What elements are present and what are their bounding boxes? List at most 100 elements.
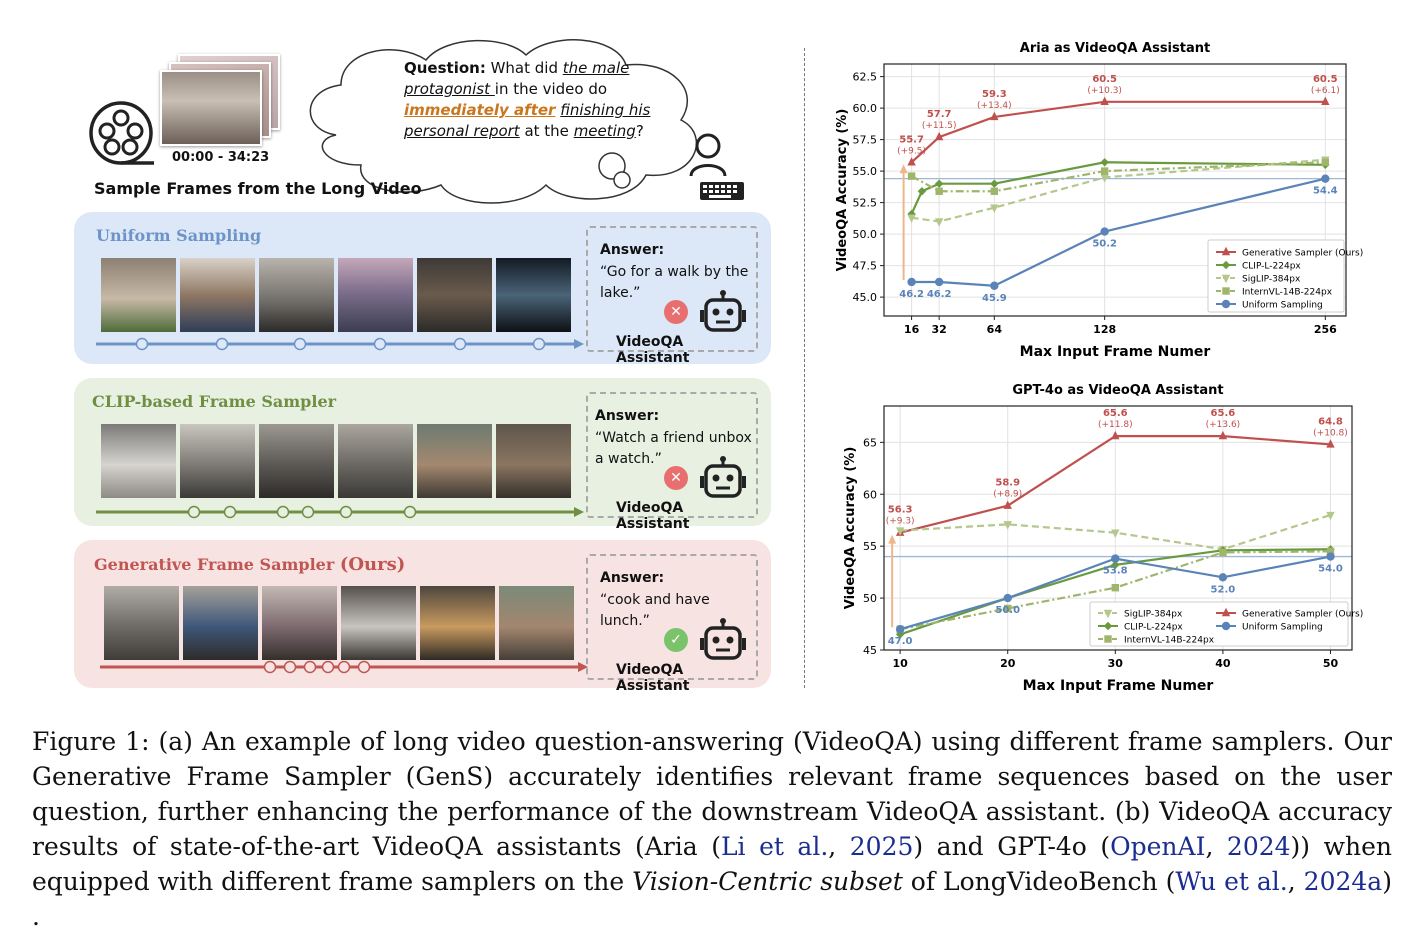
frame-strip <box>104 586 574 660</box>
question-underline: the male protagonist <box>404 59 630 98</box>
legend-box <box>1207 239 1345 313</box>
answer-box: Answer: “Go for a walk by the lake.” ✕ V… <box>586 226 758 366</box>
data-point <box>1218 573 1228 582</box>
y-tick-label: 50.0 <box>853 228 878 241</box>
data-label: 54.4 <box>1313 186 1338 197</box>
answer-box: Answer: “Watch a friend unbox a watch.” … <box>586 392 758 532</box>
frame-strip <box>101 258 571 332</box>
data-point <box>907 209 916 219</box>
frame-strip <box>101 424 571 498</box>
legend-label: Uniform Sampling <box>1242 301 1323 311</box>
y-axis-label: VideoQA Accuracy (%) <box>843 447 858 610</box>
answer-label: Answer: <box>600 570 665 586</box>
series-internvl <box>907 158 1330 195</box>
caption-text: , <box>1287 867 1304 896</box>
caption-text: ) . <box>32 867 1392 931</box>
data-label: 47.0 <box>888 636 913 647</box>
citation-link[interactable]: Li et al. <box>720 832 829 861</box>
panel-title-ours: (Ours) <box>339 554 406 575</box>
series-uniform <box>907 174 1330 290</box>
chart-title: GPT-4o as VideoQA Assistant <box>1012 383 1223 398</box>
question-label: Question: <box>404 59 486 77</box>
legend-label: CLIP-L-224px <box>1242 262 1301 272</box>
data-point <box>990 179 999 188</box>
delta-label: (+10.3) <box>1087 86 1122 96</box>
data-point <box>1100 167 1109 175</box>
y-tick-label: 57.5 <box>853 134 878 147</box>
video-frame <box>183 586 258 660</box>
citation-link[interactable]: Wu et al. <box>1175 867 1288 896</box>
x-tick-label: 16 <box>904 323 920 336</box>
data-point <box>1326 439 1335 448</box>
film-reel-icon <box>89 101 154 165</box>
x-tick-label: 128 <box>1093 323 1116 336</box>
data-label: 46.2 <box>927 289 952 300</box>
citation-link[interactable]: 2024 <box>1226 832 1291 861</box>
improvement-arrowhead <box>888 534 897 544</box>
robot-icon <box>700 290 746 332</box>
question-part: at the <box>519 122 574 140</box>
series-uniform <box>895 552 1335 634</box>
legend-marker <box>1221 246 1231 256</box>
question-underline: finishing his personal report <box>404 101 651 140</box>
assistant-label: VideoQA Assistant <box>616 500 690 532</box>
data-label: 57.7 <box>927 109 952 120</box>
data-label: 58.9 <box>995 478 1020 489</box>
legend-label: SigLIP-384px <box>1242 275 1301 285</box>
data-point <box>1100 174 1109 183</box>
question-part: What did <box>485 59 563 77</box>
citation-link[interactable]: OpenAI <box>1110 832 1206 861</box>
x-tick-label: 64 <box>987 323 1003 336</box>
legend-label: InternVL-14B-224px <box>1242 288 1333 298</box>
data-point <box>895 527 905 536</box>
data-point <box>1003 500 1012 509</box>
data-label: 53.8 <box>1103 566 1128 577</box>
legend-marker <box>1221 260 1231 270</box>
data-label: 46.2 <box>899 289 924 300</box>
legend-marker <box>1221 274 1231 284</box>
video-frame <box>417 424 492 498</box>
series-siglip <box>895 511 1335 555</box>
data-point <box>934 179 944 188</box>
series-generative <box>895 430 1335 536</box>
data-point <box>1004 604 1012 613</box>
wrong-mark-icon: ✕ <box>664 300 688 324</box>
video-frame <box>496 424 571 498</box>
y-axis-label: VideoQA Accuracy (%) <box>835 109 850 272</box>
data-point <box>934 131 944 141</box>
caption-text: )) when equipped with different frame sa… <box>32 832 1392 896</box>
user-keyboard-icon <box>689 133 744 200</box>
data-point <box>990 281 999 290</box>
data-point <box>1003 521 1012 530</box>
video-frame <box>180 424 255 498</box>
delta-label: (+11.5) <box>922 121 957 131</box>
legend-marker <box>1104 635 1112 643</box>
data-point <box>935 187 943 195</box>
data-point <box>895 630 905 639</box>
data-point <box>907 157 916 166</box>
citation-link[interactable]: 2024a <box>1303 867 1383 896</box>
data-point <box>1111 430 1120 440</box>
data-point <box>990 204 999 213</box>
sample-frames-caption: Sample Frames from the Long Video <box>94 179 422 198</box>
gpt4o-accuracy-chart: GPT-4o as VideoQA Assistant 45 50 55 60 65 10 2… <box>843 383 1363 694</box>
improvement-arrowhead <box>899 164 908 174</box>
question-underline: meeting <box>573 122 636 140</box>
legend-label: Generative Sampler (Ours) <box>1242 249 1363 259</box>
data-label: 60.5 <box>1313 74 1338 85</box>
answer-text: “Watch a friend unbox a watch.” <box>595 430 752 467</box>
assistant-label: VideoQA Assistant <box>616 662 690 694</box>
video-frame <box>338 258 413 332</box>
video-frame <box>259 258 334 332</box>
panel-title: CLIP-based Frame Sampler <box>92 392 337 411</box>
chart-legend: SigLIP-384px Generative Sampler (Ours) CLI… <box>1089 601 1363 647</box>
legend-label: Generative Sampler (Ours) <box>1242 610 1363 620</box>
wrong-mark-icon: ✕ <box>664 466 688 490</box>
x-axis-label: Max Input Frame Numer <box>1020 344 1211 360</box>
citation-link[interactable]: 2025 <box>849 832 914 861</box>
data-point <box>917 187 927 196</box>
y-tick-label: 60.0 <box>853 102 878 115</box>
video-frame <box>417 258 492 332</box>
robot-icon <box>700 618 746 660</box>
data-point <box>1321 158 1330 166</box>
